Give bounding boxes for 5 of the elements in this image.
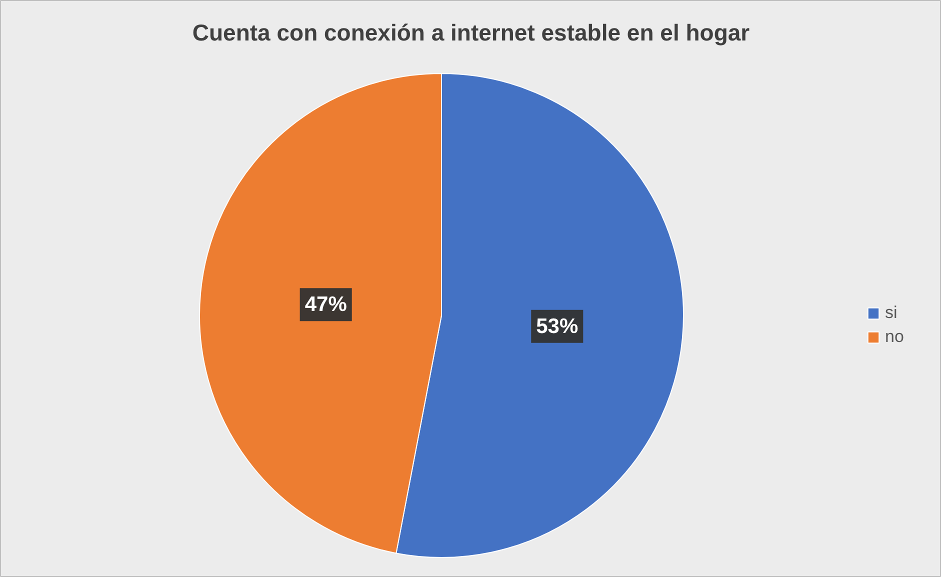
- data-label: 47%: [304, 293, 348, 316]
- legend-label: no: [885, 327, 905, 347]
- legend-label: si: [885, 303, 898, 323]
- data-label: 53%: [536, 314, 578, 338]
- chart-title: Cuenta con conexión a internet estable en el hogar: [192, 20, 750, 46]
